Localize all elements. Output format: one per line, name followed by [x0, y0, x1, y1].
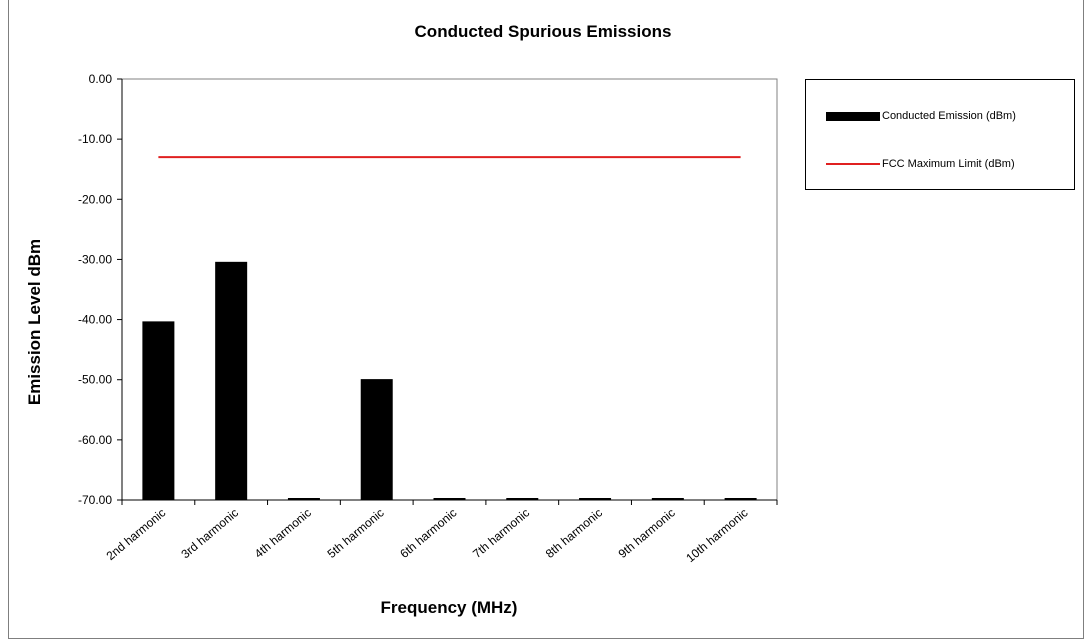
x-tick-label: 4th harmonic [252, 506, 314, 561]
y-tick-label: -60.00 [78, 433, 112, 447]
y-tick-label: -30.00 [78, 252, 112, 266]
bar [651, 498, 684, 500]
x-tick-label: 2nd harmonic [104, 506, 169, 563]
x-tick-label: 5th harmonic [325, 506, 387, 561]
legend-label-fcc-limit: FCC Maximum Limit (dBm) [882, 158, 1015, 170]
y-tick-label: -70.00 [78, 493, 112, 507]
legend-label-emission: Conducted Emission (dBm) [882, 110, 1016, 122]
bar [506, 498, 539, 500]
x-tick-label: 3rd harmonic [178, 506, 241, 562]
chart-title: Conducted Spurious Emissions [414, 22, 672, 41]
bar [433, 498, 466, 500]
y-tick-label: 0.00 [89, 72, 113, 86]
bar [287, 498, 320, 500]
x-tick-label: 10th harmonic [683, 506, 750, 566]
x-tick-label: 9th harmonic [616, 506, 678, 561]
bar [579, 498, 612, 500]
legend-item-fcc-limit: FCC Maximum Limit (dBm) [826, 158, 1015, 170]
legend-swatch-emission [826, 111, 880, 121]
bar [360, 379, 393, 500]
chart-frame [8, 0, 1084, 639]
legend-swatch-fcc-limit [826, 163, 880, 165]
x-tick-label: 7th harmonic [470, 506, 532, 561]
bar [215, 261, 248, 500]
legend: Conducted Emission (dBm) FCC Maximum Lim… [805, 79, 1075, 190]
bar [724, 498, 757, 500]
x-tick-label: 8th harmonic [543, 506, 605, 561]
y-tick-label: -50.00 [78, 373, 112, 387]
y-tick-label: -10.00 [78, 132, 112, 146]
y-tick-label: -40.00 [78, 313, 112, 327]
x-axis-label: Frequency (MHz) [380, 598, 518, 617]
x-tick-label: 6th harmonic [397, 506, 459, 561]
bar [142, 321, 175, 500]
y-tick-label: -20.00 [78, 192, 112, 206]
legend-item-emission: Conducted Emission (dBm) [826, 110, 1016, 122]
